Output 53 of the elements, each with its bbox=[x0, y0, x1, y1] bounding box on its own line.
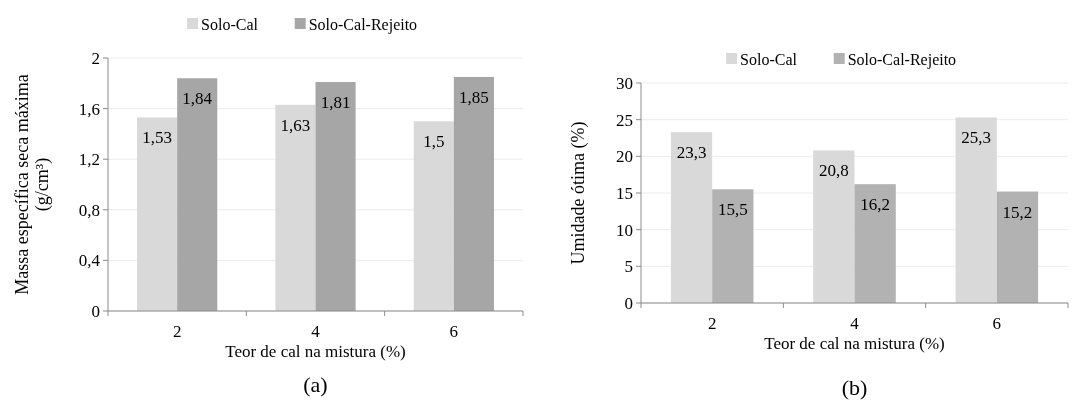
y-axis-title: Massa específica seca máxima (g/cm³) bbox=[12, 74, 53, 295]
legend-label: Solo-Cal bbox=[740, 50, 798, 68]
bar bbox=[177, 78, 218, 311]
y-tick-label: 25 bbox=[616, 110, 633, 130]
y-tick-label: 1,6 bbox=[78, 99, 100, 119]
data-label: 1,5 bbox=[423, 132, 445, 152]
bar bbox=[670, 132, 713, 303]
bar bbox=[453, 76, 494, 311]
y-tick-label: 0 bbox=[624, 293, 633, 313]
legend-label: Solo-Cal-Rejeito bbox=[308, 15, 418, 34]
bar bbox=[315, 82, 356, 311]
data-label: 23,3 bbox=[676, 143, 707, 163]
y-tick-label: 2 bbox=[91, 48, 100, 68]
data-label: 15,5 bbox=[717, 200, 748, 220]
legend-label: Solo-Cal-Rejeito bbox=[847, 50, 957, 69]
x-tick-label: 2 bbox=[707, 314, 717, 333]
y-tick-label: 10 bbox=[616, 220, 633, 240]
x-tick-label: 2 bbox=[172, 322, 182, 341]
bar bbox=[854, 184, 896, 303]
x-tick-label: 6 bbox=[992, 314, 1002, 333]
text: (a) bbox=[303, 372, 328, 397]
y-tick-label: 30 bbox=[616, 73, 633, 93]
y-axis-title: Umidade ótima (%) bbox=[568, 121, 590, 265]
data-label: 25,3 bbox=[961, 128, 992, 148]
legend-label: Solo-Cal bbox=[201, 15, 259, 33]
x-tick-label: 6 bbox=[449, 322, 459, 341]
text: (b) bbox=[841, 375, 868, 400]
bar bbox=[137, 117, 178, 311]
data-label: 1,63 bbox=[280, 115, 311, 135]
y-tick-label: 5 bbox=[624, 257, 633, 277]
data-label: 1,85 bbox=[459, 87, 489, 107]
bar bbox=[813, 150, 855, 303]
bar bbox=[712, 189, 754, 303]
x-tick-label: 4 bbox=[850, 314, 860, 333]
data-label: 16,2 bbox=[860, 195, 891, 215]
bar bbox=[996, 191, 1039, 303]
x-axis-title: Teor de cal na mistura (%) bbox=[764, 334, 945, 353]
y-tick-label: 0 bbox=[91, 301, 100, 321]
bar bbox=[413, 121, 454, 311]
y-tick-label: 20 bbox=[616, 147, 633, 167]
data-label: 1,84 bbox=[182, 89, 213, 109]
y-tick-label: 15 bbox=[616, 183, 633, 203]
y-tick-label: 0,8 bbox=[78, 200, 100, 220]
bar bbox=[955, 117, 997, 303]
data-label: 1,81 bbox=[320, 93, 351, 113]
data-label: 15,2 bbox=[1002, 202, 1033, 222]
data-label: 20,8 bbox=[818, 161, 849, 181]
x-tick-label: 4 bbox=[311, 322, 321, 341]
data-label: 1,53 bbox=[142, 128, 172, 148]
y-tick-label: 0,4 bbox=[78, 251, 101, 271]
x-axis-title: Teor de cal na mistura (%) bbox=[225, 342, 406, 361]
y-tick-label: 1,2 bbox=[78, 150, 100, 170]
bar bbox=[275, 104, 316, 311]
